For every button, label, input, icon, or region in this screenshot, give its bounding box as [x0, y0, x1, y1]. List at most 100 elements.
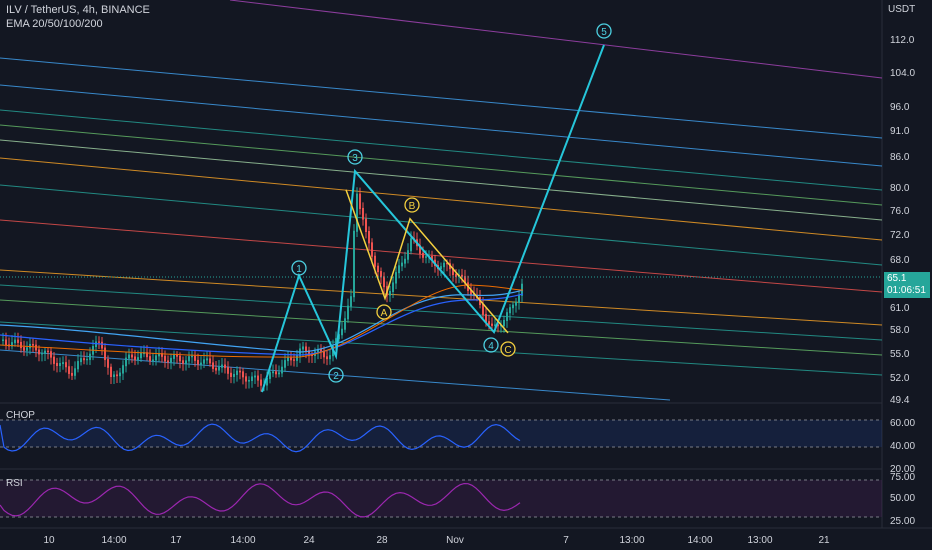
price-tick-label: 104.0	[890, 68, 915, 79]
candle-body	[137, 357, 139, 361]
candle-body	[389, 290, 391, 296]
wave-label-circle	[483, 337, 499, 353]
candle-body	[98, 341, 100, 343]
candle-body	[482, 304, 484, 315]
price-tick-label: 72.0	[890, 230, 910, 241]
candle-body	[323, 351, 325, 358]
candle-body	[470, 289, 472, 295]
candle-body	[182, 360, 184, 364]
candle-body	[5, 339, 7, 346]
candle-body	[104, 347, 106, 361]
candle-body	[326, 356, 328, 360]
fib-channel-line	[0, 57, 883, 139]
candle-body	[452, 268, 454, 276]
price-tick-label: 112.0	[890, 35, 915, 46]
price-tick-label: 86.0	[890, 152, 910, 163]
time-tick-label: 28	[376, 535, 388, 546]
wave-label-circle	[596, 23, 612, 39]
candle-body	[503, 319, 505, 327]
time-tick-label: 10	[43, 535, 55, 546]
candle-body	[512, 304, 514, 309]
candle-body	[293, 359, 295, 361]
candle-body	[149, 356, 151, 362]
fib-channel-line	[0, 269, 883, 326]
candle-body	[116, 374, 118, 377]
candle-body	[17, 339, 19, 343]
candle-body	[455, 274, 457, 277]
candle-body	[206, 358, 208, 361]
candle-body	[215, 367, 217, 371]
candle-body	[50, 351, 52, 358]
candle-body	[440, 266, 442, 270]
candle-body	[44, 350, 46, 354]
candle-body	[371, 242, 373, 257]
last-price-tag: 65.1 01:06:51	[884, 272, 930, 298]
time-tick-label: 14:00	[230, 535, 255, 546]
candle-body	[419, 245, 421, 254]
candle-body	[383, 276, 385, 288]
candle-body	[158, 353, 160, 357]
candle-body	[398, 265, 400, 274]
candle-body	[233, 373, 235, 377]
fib-channel-line	[0, 349, 671, 401]
candle-body	[410, 238, 412, 252]
candle-body	[2, 339, 4, 341]
candle-body	[515, 301, 517, 306]
candle-body	[179, 355, 181, 362]
time-tick-label: 14:00	[101, 535, 126, 546]
candle-body	[110, 366, 112, 378]
chop-pane-label: CHOP	[6, 410, 35, 421]
candle-body	[200, 362, 202, 365]
last-price-value: 65.1	[887, 273, 907, 284]
rsi-tick-label: 50.00	[890, 493, 915, 504]
candle-body	[62, 362, 64, 365]
candle-body	[485, 313, 487, 323]
candle-body	[71, 372, 73, 376]
candle-body	[260, 379, 262, 386]
time-tick-label: 13:00	[747, 535, 772, 546]
candle-body	[365, 218, 367, 233]
candle-body	[170, 357, 172, 363]
candle-body	[422, 252, 424, 258]
ema-line	[0, 293, 524, 356]
candle-body	[176, 354, 178, 357]
fib-channel-line	[0, 109, 883, 191]
candle-body	[407, 250, 409, 260]
candle-body	[518, 294, 520, 303]
candle-body	[101, 341, 103, 349]
candle-body	[140, 352, 142, 359]
chop-tick-label: 20.00	[890, 464, 915, 475]
price-tick-label: 61.0	[890, 303, 910, 314]
wave-label-circle	[291, 260, 307, 276]
time-tick-label: 7	[563, 535, 569, 546]
candle-body	[122, 365, 124, 374]
price-tick-label: 58.0	[890, 325, 910, 336]
candle-body	[230, 372, 232, 377]
candle-body	[308, 350, 310, 356]
wave-label: 3	[352, 153, 358, 164]
candle-body	[446, 262, 448, 265]
candle-body	[155, 355, 157, 361]
candle-body	[359, 193, 361, 209]
fib-channel-line	[0, 299, 883, 356]
chop-line	[0, 423, 521, 453]
ema-line	[0, 284, 524, 358]
candle-body	[194, 355, 196, 361]
candle-body	[68, 366, 70, 374]
time-tick-label: 24	[303, 535, 315, 546]
candle-body	[83, 358, 85, 361]
fib-channel-line	[0, 84, 883, 167]
candle-body	[188, 356, 190, 362]
candle-body	[59, 363, 61, 366]
price-tick-label: 68.0	[890, 255, 910, 266]
candle-body	[119, 372, 121, 377]
candle-body	[95, 341, 97, 348]
candle-body	[461, 274, 463, 278]
price-tick-label: 52.0	[890, 373, 910, 384]
time-tick-label: 21	[818, 535, 830, 546]
candle-body	[341, 328, 343, 336]
fib-channel-line	[229, 0, 883, 79]
candle-body	[221, 364, 223, 368]
candle-body	[134, 356, 136, 361]
